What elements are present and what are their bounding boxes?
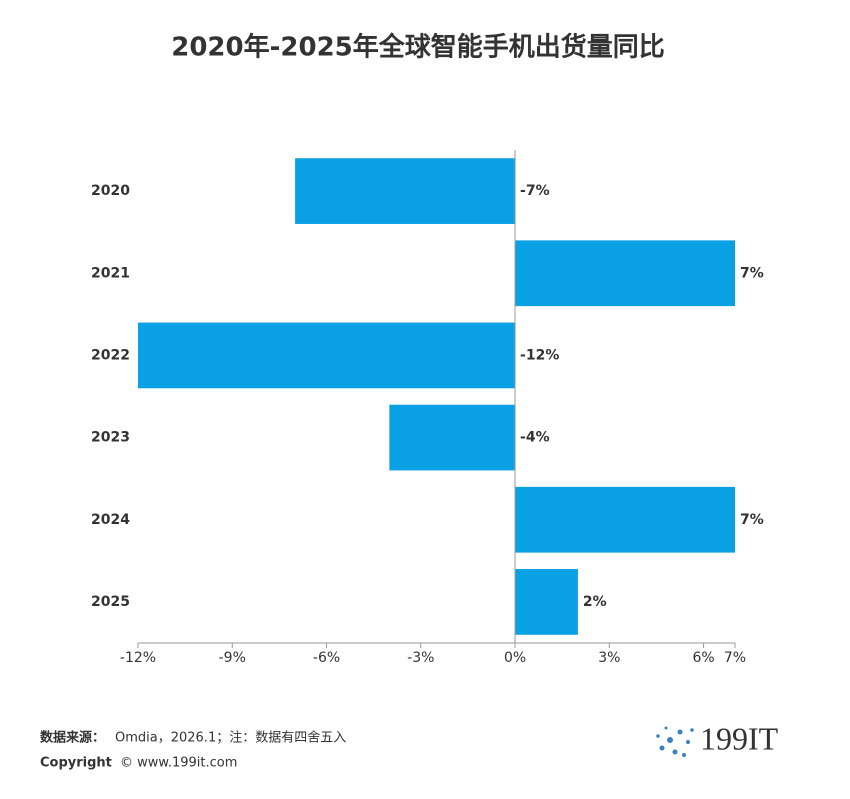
source-label: 数据来源： (40, 730, 105, 746)
logo-icon (656, 726, 694, 757)
bar (389, 404, 516, 471)
copyright-label: Copyright (40, 756, 112, 771)
chart-title: 2020年-2025年全球智能手机出货量同比 (171, 32, 665, 63)
bar (295, 158, 516, 224)
x-tick-label: 0% (504, 650, 526, 666)
value-label: -12% (520, 347, 559, 363)
value-label: -7% (520, 183, 550, 199)
source-text: Omdia，2026.1；注：数据有四舍五入 (115, 731, 346, 746)
value-label: 2% (583, 594, 607, 610)
copyright-text: © www.199it.com (120, 756, 237, 771)
bar (515, 569, 578, 635)
x-tick-label: 3% (598, 650, 620, 666)
y-tick-label: 2021 (91, 265, 130, 281)
y-tick-label: 2022 (91, 347, 130, 363)
y-tick-label: 2025 (91, 594, 130, 610)
bar (515, 240, 735, 307)
bar (138, 322, 516, 389)
y-tick-label: 2024 (91, 512, 130, 528)
logo-text: 199IT (700, 720, 779, 756)
value-label: 7% (740, 265, 764, 281)
x-tick-label: 6% (692, 650, 714, 666)
y-tick-label: 2023 (91, 430, 130, 446)
value-label: 7% (740, 512, 764, 528)
y-tick-label: 2020 (91, 183, 130, 199)
bar (515, 486, 735, 553)
x-tick-label: -6% (313, 650, 340, 666)
x-tick-label: -3% (407, 650, 434, 666)
value-label: -4% (520, 430, 550, 446)
x-tick-label: -9% (219, 650, 246, 666)
x-tick-label: -12% (120, 650, 156, 666)
x-tick-label: 7% (724, 650, 746, 666)
